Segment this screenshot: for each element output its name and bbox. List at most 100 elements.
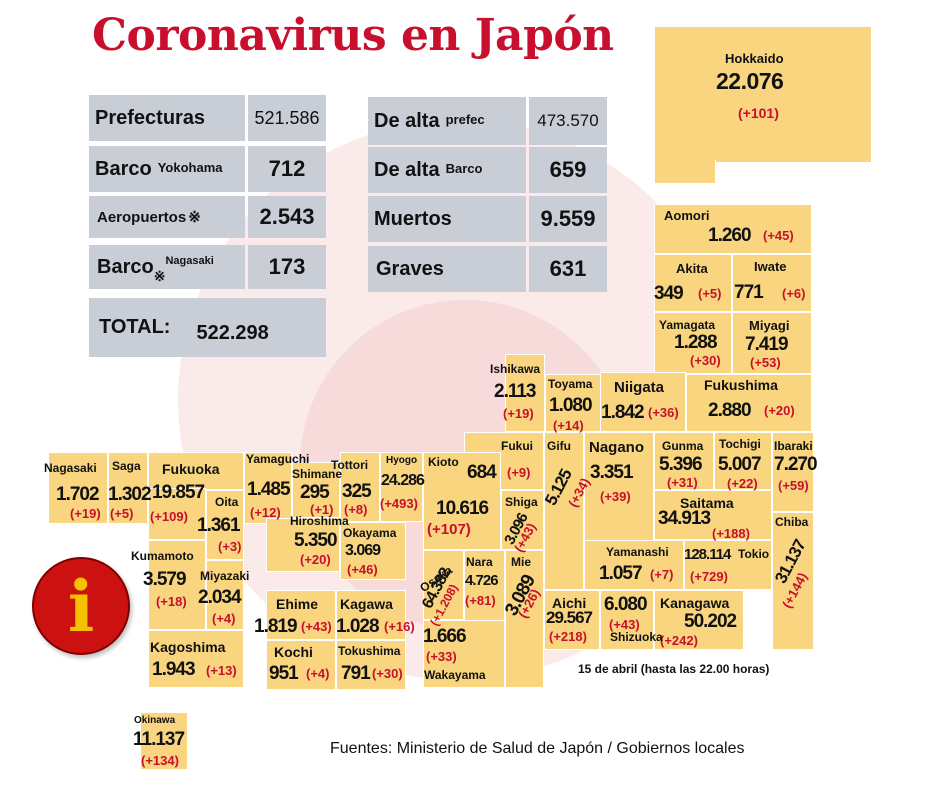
region-yamanashi — [584, 540, 684, 590]
label-yamagata-delta: (+30) — [690, 353, 721, 368]
stat-total: TOTAL: 522.298 — [89, 298, 326, 357]
label-tokio-name: Tokio — [738, 547, 770, 561]
region-hokkaido-lower — [654, 160, 716, 184]
label-kochi-value: 951 — [269, 663, 299, 684]
region-nagasaki — [48, 452, 108, 524]
label-hyogo-delta: (+493) — [380, 496, 418, 511]
stat-barco-yokohama-label: Barco Yokohama — [89, 146, 245, 192]
label-ishikawa-value: 2.113 — [494, 381, 536, 402]
label-tokushima-delta: (+30) — [372, 666, 403, 681]
label-akita-delta: (+5) — [698, 286, 722, 301]
label-kanagawa-name: Kanagawa — [660, 595, 730, 611]
stat-aeropuertos-label: Aeropuertos ※ — [89, 196, 245, 238]
region-aomori — [654, 204, 812, 254]
label-hokkaido-name: Hokkaido — [725, 51, 784, 66]
label-miyagi-value: 7.419 — [745, 334, 789, 355]
label-fukuoka-name: Fukuoka — [162, 461, 220, 477]
label-fukuoka-value: 19.857 — [152, 482, 205, 503]
label-kagawa-name: Kagawa — [340, 596, 393, 612]
label-yamanashi-value: 1.057 — [599, 563, 643, 584]
label-tokio-delta: (+729) — [690, 569, 728, 584]
stat-barco-nagasaki-label: Barco ※ Nagasaki — [89, 245, 245, 289]
label-okayama-name: Okayama — [343, 526, 397, 540]
region-niigata — [600, 372, 686, 432]
label-kochi-name: Kochi — [274, 644, 313, 660]
label-okinawa-value: 11.137 — [133, 729, 185, 750]
label-kumamoto-name: Kumamoto — [131, 549, 194, 563]
label-hiroshima-name: Hiroshima — [290, 514, 349, 528]
label-miyazaki-delta: (+4) — [212, 611, 236, 626]
stat-prefecturas-label: Prefecturas — [89, 95, 245, 141]
label-kanagawa-delta: (+242) — [660, 633, 698, 648]
label-fukui-value: 684 — [467, 462, 497, 483]
label-saitama-value: 34.913 — [658, 508, 711, 529]
sources-note: Fuentes: Ministerio de Salud de Japón / … — [330, 740, 745, 757]
label-wakayama-value: 1.666 — [423, 626, 467, 647]
label-miyagi-delta: (+53) — [750, 355, 781, 370]
label-fukui-name: Fukui — [501, 439, 533, 453]
label-tottori-delta: (+8) — [344, 502, 368, 517]
label-nagano-name: Nagano — [589, 439, 645, 456]
label-toyama-name: Toyama — [548, 377, 593, 391]
info-icon: i — [32, 557, 130, 655]
label-kagawa-value: 1.028 — [336, 616, 380, 637]
region-aichi — [544, 590, 600, 650]
region-iwate — [732, 254, 812, 312]
label-saitama-delta: (+188) — [712, 526, 750, 541]
region-saitama — [654, 490, 772, 540]
label-tokushima-name: Tokushima — [338, 644, 401, 658]
label-tochigi-value: 5.007 — [718, 454, 762, 475]
label-kagoshima-value: 1.943 — [152, 659, 196, 680]
label-gifu-name: Gifu — [547, 439, 571, 453]
label-nara-name: Nara — [466, 555, 493, 569]
region-osaka — [423, 550, 464, 620]
region-hokkaido — [654, 26, 872, 163]
label-tochigi-name: Tochigi — [719, 437, 761, 451]
label-shizuoka-delta: (+43) — [609, 617, 640, 632]
label-yamagata-value: 1.288 — [674, 332, 718, 353]
label-shizuoka-name: Shizuoka — [610, 630, 663, 644]
label-aomori-name: Aomori — [664, 208, 710, 223]
region-hyogo — [380, 452, 423, 522]
label-mie-name: Mie — [511, 555, 532, 569]
label-toyama-value: 1.080 — [549, 395, 593, 416]
label-fukushima-name: Fukushima — [704, 377, 778, 393]
region-tokushima — [336, 640, 406, 690]
label-ishikawa-delta: (+19) — [503, 406, 534, 421]
region-shiga — [501, 490, 544, 550]
label-gunma-value: 5.396 — [659, 454, 703, 475]
label-wakayama-delta: (+33) — [426, 649, 457, 664]
label-oita-value: 1.361 — [197, 515, 241, 536]
label-nagasaki-delta: (+19) — [70, 506, 101, 521]
region-tochigi — [714, 432, 772, 490]
label-hyogo-value: 24.286 — [381, 472, 425, 489]
region-mie — [505, 550, 544, 688]
label-shimane-delta: (+1) — [310, 502, 334, 517]
region-kioto — [423, 452, 501, 550]
label-saga-name: Saga — [112, 459, 141, 473]
region-yamagata — [654, 312, 732, 374]
label-oita-name: Oita — [215, 495, 239, 509]
label-miyazaki-name: Miyazaki — [200, 569, 250, 583]
label-iwate-delta: (+6) — [782, 286, 806, 301]
label-kochi-delta: (+4) — [306, 666, 330, 681]
stat-barco-nagasaki-value: 173 — [248, 245, 326, 289]
label-aomori-delta: (+45) — [763, 228, 794, 243]
region-kumamoto — [148, 540, 206, 630]
label-aomori-value: 1.260 — [708, 225, 752, 246]
label-shizuoka-value: 6.080 — [604, 594, 648, 615]
region-gunma — [654, 432, 714, 490]
region-akita — [654, 254, 732, 312]
label-yamaguchi-value: 1.485 — [247, 479, 291, 500]
label-akita-value: 349 — [654, 283, 684, 304]
region-fukushima — [686, 374, 812, 432]
stat-barco-yokohama-value: 712 — [248, 146, 326, 192]
stat-de-alta-barco-label: De alta Barco — [368, 147, 526, 193]
label-kioto-delta: (+107) — [427, 521, 471, 538]
label-kagoshima-name: Kagoshima — [150, 639, 226, 655]
label-nagano-value: 3.351 — [590, 462, 634, 483]
region-shimane — [292, 462, 340, 518]
region-ishikawa — [505, 354, 545, 432]
region-wakayama — [423, 620, 505, 688]
label-niigata-delta: (+36) — [648, 405, 679, 420]
